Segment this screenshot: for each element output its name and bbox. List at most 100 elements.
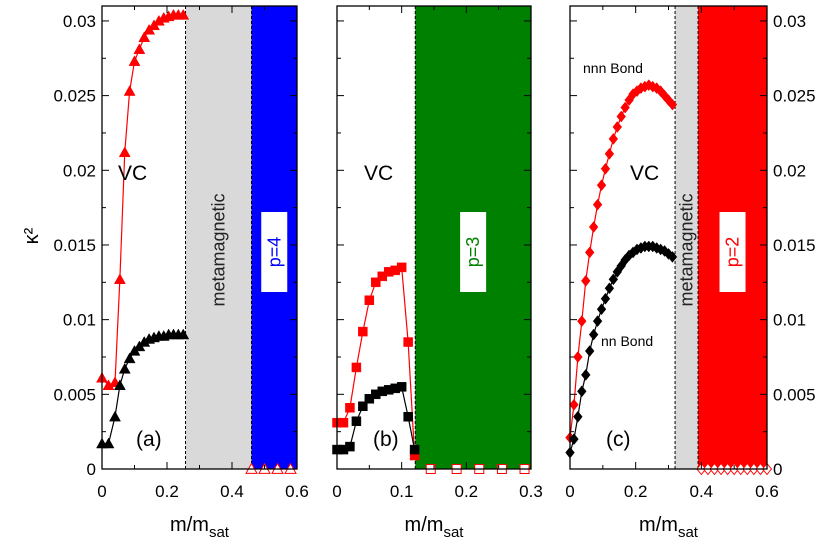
data-point-nnn [364,295,375,305]
data-point-nnn [577,315,587,328]
data-point-nnn [596,179,607,192]
panel-a: metamagnetic p=4 0 0.2 0.4 0.6 0 0.005 0.01 0.015… [53,5,309,541]
y-tick-label: 0.03 [63,12,96,31]
plateau-label-box [719,212,746,292]
data-point-nnn [573,351,583,363]
x-axis-label: m/msat [639,514,699,541]
y-tick-label: 0.015 [53,236,96,255]
data-point-nn [113,379,126,391]
x-tick-label: 0.1 [390,482,414,501]
region-label-plateau: p=2 [723,237,743,268]
data-point-nn [109,410,121,422]
data-point-nn [592,315,603,328]
data-point-nn [177,328,190,340]
data-point-nn [608,273,619,286]
data-point-nn [351,416,362,426]
vc-label: VC [118,162,147,185]
region-label-plateau: p=4 [264,237,284,268]
x-tick-label: 0.2 [155,482,179,501]
region-metamagnetic [675,6,699,469]
data-point-nnn [133,43,146,54]
region-label-plateau: p=3 [463,237,483,268]
series-line-nnn [101,14,184,387]
data-point-nn [118,362,131,374]
data-point-nn [604,282,615,295]
x-tick-label: 0.3 [519,482,543,501]
data-point-nnn [620,101,630,114]
y-tick-label: 0.025 [53,87,96,106]
panel-label: (a) [136,428,162,451]
data-point-nnn [177,8,190,20]
data-point-nn [588,328,599,341]
data-point-nnn [616,110,626,123]
x-tick-label: 0 [332,482,341,501]
panel-c: metamagnetic p=2 0 0.2 0.4 0.6 0 0.005 0.01 0.015… [565,5,816,541]
y-tick-label: 0.01 [773,311,806,330]
x-tick-label: 0.2 [455,482,479,501]
data-point-nn [667,251,678,263]
data-point-nnn [396,262,407,273]
data-point-nnn [123,85,136,96]
data-point-nn [102,437,115,449]
region-label-metamagnetic: metamagnetic [677,193,697,306]
x-tick-label: 0.4 [220,482,244,501]
vc-label: VC [364,162,393,185]
nn-bond-label: nn Bond [601,333,653,349]
data-point-nn [569,433,579,446]
data-point-nn [581,369,591,381]
y-tick-label: 0.01 [63,311,96,330]
y-tick-label: 0.025 [773,87,816,106]
data-point-nnn [612,121,623,133]
data-point-nnn [138,31,151,43]
x-axis-label: m/msat [405,514,465,541]
data-point-nnn [588,221,599,233]
panel-label: (c) [606,428,631,451]
x-tick-label: 0 [565,482,574,501]
data-point-nn [396,382,407,392]
y-tick-label: 0.02 [773,161,806,180]
data-point-nnn [118,146,131,158]
x-tick-label: 0.6 [285,482,309,501]
data-point-nnn [371,277,381,288]
y-axis-label: κ² [21,227,43,244]
y-tick-label: 0.005 [773,385,816,404]
x-tick-label: 0 [97,482,106,501]
vc-label: VC [630,162,659,185]
data-point-nn [345,441,355,452]
region-label-metamagnetic: metamagnetic [209,193,229,306]
data-point-nn [596,303,607,316]
data-point-nnn [581,274,591,287]
y-tick-label: 0 [87,460,96,479]
y-tick-label: 0.015 [773,236,816,255]
y-tick-label: 0.005 [53,385,96,404]
data-point-nnn [592,198,603,211]
data-point-nn [573,410,583,423]
data-point-nnn [128,55,141,66]
x-tick-label: 0.2 [624,482,648,501]
data-point-nnn [608,133,619,145]
region-metamagnetic [185,6,252,469]
data-point-nnn [667,98,678,111]
data-point-nn [584,345,595,357]
data-point-nnn [403,337,413,347]
data-point-nn [600,292,611,305]
data-point-nnn [569,398,579,411]
data-point-nn [663,248,674,260]
nnn-bond-label: nnn Bond [583,60,643,76]
y-tick-label: 0 [773,460,782,479]
data-point-nnn [600,162,611,175]
data-point-nnn [345,403,355,413]
data-point-nn [577,385,587,398]
panel-b: p=3 0 0.1 0.2 0.3 m/msat (b) VC [332,5,543,541]
data-point-nn [358,401,368,412]
x-tick-label: 0.4 [690,482,714,501]
data-point-nnn [351,362,362,373]
x-tick-label: 0.6 [755,482,779,501]
data-point-nnn [584,246,595,259]
data-point-nnn [358,326,368,337]
plateau-label-box [460,212,487,292]
y-tick-label: 0.03 [773,12,806,31]
data-point-nnn [604,147,615,160]
data-point-nn [409,444,420,455]
